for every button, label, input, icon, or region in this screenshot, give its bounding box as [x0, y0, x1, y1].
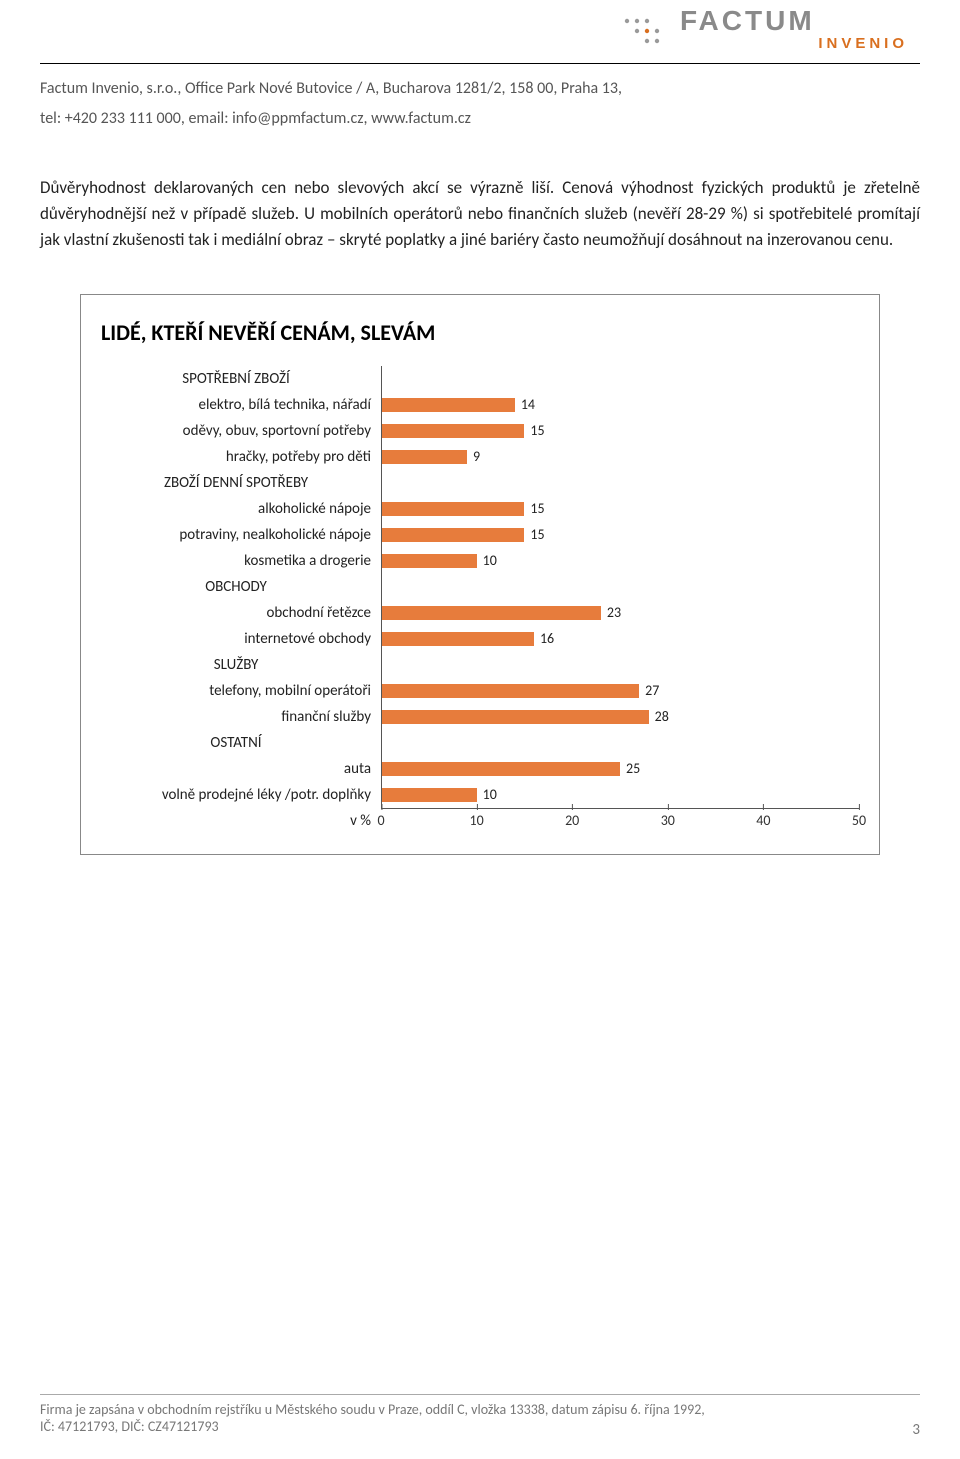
chart-bar-value: 25	[626, 760, 640, 777]
chart-bar-value: 14	[521, 396, 535, 413]
chart-bar-row: 14	[381, 392, 859, 418]
chart-row-label: internetové obchody	[101, 626, 371, 652]
footer-divider	[40, 1394, 920, 1395]
page-number: 3	[912, 1421, 920, 1439]
chart-xtick-label: 20	[565, 812, 579, 829]
company-contact: tel: +420 233 111 000, email: info@ppmfa…	[40, 104, 920, 134]
chart-section-header: OSTATNÍ	[101, 730, 371, 756]
chart-bar	[381, 788, 477, 802]
chart-bar-row: 25	[381, 756, 859, 782]
chart-bar-value: 15	[530, 526, 544, 543]
chart-spacer-row	[381, 730, 859, 756]
chart-section-header: SPOTŘEBNÍ ZBOŽÍ	[101, 366, 371, 392]
chart-bar-row: 28	[381, 704, 859, 730]
chart-xtick-label: 0	[377, 812, 384, 829]
chart-bar-row: 10	[381, 782, 859, 808]
chart-row-label: elektro, bílá technika, nářadí	[101, 392, 371, 418]
chart-row-label: hračky, potřeby pro děti	[101, 444, 371, 470]
chart-bar-row: 10	[381, 548, 859, 574]
chart-xtick-label: 10	[469, 812, 483, 829]
chart-labels-column: SPOTŘEBNÍ ZBOŽÍelektro, bílá technika, n…	[101, 366, 381, 834]
chart-bar	[381, 762, 620, 776]
chart-spacer-row	[381, 470, 859, 496]
chart-bar	[381, 554, 477, 568]
chart-row-label: alkoholické nápoje	[101, 496, 371, 522]
footer-line2: IČ: 47121793, DIČ: CZ47121793	[40, 1418, 920, 1435]
chart-xtick-label: 40	[756, 812, 770, 829]
chart-xtick: 40	[756, 808, 770, 829]
chart-xtick: 0	[377, 808, 384, 829]
logo-brand-top: FACTUM	[680, 8, 815, 36]
chart-row-label: obchodní řetězce	[101, 600, 371, 626]
chart-bar	[381, 684, 639, 698]
page-header: FACTUM INVENIO	[0, 0, 960, 57]
chart-bar-value: 9	[473, 448, 480, 465]
chart-title: LIDÉ, KTEŘÍ NEVĚŘÍ CENÁM, SLEVÁM	[101, 319, 859, 346]
chart-row-label: potraviny, nealkoholické nápoje	[101, 522, 371, 548]
chart-bar-value: 10	[483, 552, 497, 569]
chart-xtick-label: 30	[661, 812, 675, 829]
chart-bar-row: 16	[381, 626, 859, 652]
chart-bar-value: 15	[530, 500, 544, 517]
chart-row-label: auta	[101, 756, 371, 782]
chart-xtick: 30	[661, 808, 675, 829]
chart-row-label: finanční služby	[101, 704, 371, 730]
chart-row-label: kosmetika a drogerie	[101, 548, 371, 574]
chart-bar-value: 27	[645, 682, 659, 699]
chart-bar-row: 15	[381, 418, 859, 444]
chart-bar-value: 28	[655, 708, 669, 725]
chart-bar	[381, 632, 534, 646]
chart-xticks: 01020304050	[381, 808, 859, 834]
chart-section-header: ZBOŽÍ DENNÍ SPOTŘEBY	[101, 470, 371, 496]
company-address: Factum Invenio, s.r.o., Office Park Nové…	[40, 74, 920, 104]
chart-bar	[381, 502, 524, 516]
chart-spacer-row	[381, 652, 859, 678]
company-logo: FACTUM INVENIO	[40, 8, 920, 57]
chart-bar	[381, 450, 467, 464]
chart-bar	[381, 710, 649, 724]
chart-bar-row: 23	[381, 600, 859, 626]
logo-brand-sub: INVENIO	[818, 35, 908, 52]
chart-bar	[381, 528, 524, 542]
chart-bar-value: 16	[540, 630, 554, 647]
page-footer: Firma je zapsána v obchodním rejstříku u…	[40, 1394, 920, 1435]
chart-spacer-row	[381, 574, 859, 600]
chart-bar	[381, 424, 524, 438]
logo-text: FACTUM INVENIO	[680, 8, 910, 57]
chart-bar-row: 27	[381, 678, 859, 704]
chart-bar-row: 15	[381, 496, 859, 522]
chart-xtick-label: 50	[852, 812, 866, 829]
logo-dots-icon	[622, 15, 668, 50]
company-info: Factum Invenio, s.r.o., Office Park Nové…	[0, 74, 960, 135]
chart-bar	[381, 398, 515, 412]
footer-line1: Firma je zapsána v obchodním rejstříku u…	[40, 1401, 920, 1418]
chart-spacer-row	[381, 366, 859, 392]
chart-xtick: 10	[469, 808, 483, 829]
chart-container: LIDÉ, KTEŘÍ NEVĚŘÍ CENÁM, SLEVÁM SPOTŘEB…	[80, 294, 880, 855]
chart-area: SPOTŘEBNÍ ZBOŽÍelektro, bílá technika, n…	[101, 366, 859, 834]
chart-section-header: OBCHODY	[101, 574, 371, 600]
chart-row-label: telefony, mobilní operátoři	[101, 678, 371, 704]
chart-bar-row: 15	[381, 522, 859, 548]
chart-section-header: SLUŽBY	[101, 652, 371, 678]
chart-xtick: 50	[852, 808, 866, 829]
chart-bar-value: 15	[530, 422, 544, 439]
header-divider	[40, 63, 920, 64]
chart-xlabel: v %	[101, 808, 371, 834]
chart-plot-column: 1415915151023162728251001020304050	[381, 366, 859, 834]
chart-bar-value: 23	[607, 604, 621, 621]
chart-row-label: volně prodejné léky /potr. doplňky	[101, 782, 371, 808]
chart-bar-value: 10	[483, 786, 497, 803]
chart-bar-row: 9	[381, 444, 859, 470]
chart-xtick: 20	[565, 808, 579, 829]
chart-bar	[381, 606, 601, 620]
chart-y-axis	[381, 366, 382, 808]
chart-row-label: oděvy, obuv, sportovní potřeby	[101, 418, 371, 444]
body-paragraph: Důvěryhodnost deklarovaných cen nebo sle…	[0, 135, 960, 254]
